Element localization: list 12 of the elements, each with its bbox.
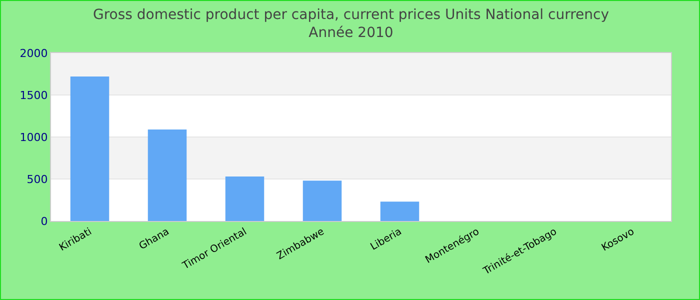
bar <box>148 129 187 221</box>
bar <box>380 202 420 221</box>
y-tick-label: 2000 <box>20 46 48 60</box>
y-tick-label: 1000 <box>20 130 48 144</box>
bar <box>225 176 264 221</box>
y-tick-label: 1500 <box>20 88 48 102</box>
y-tick-label: 0 <box>40 214 48 228</box>
chart-subtitle: Année 2010 <box>308 25 394 42</box>
chart-title: Gross domestic product per capita, current prices Units National currency <box>92 7 610 23</box>
bar <box>302 180 342 221</box>
bar <box>70 76 110 221</box>
y-tick-label: 500 <box>26 172 48 186</box>
